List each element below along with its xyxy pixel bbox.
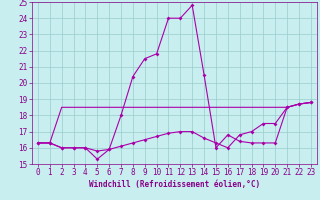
X-axis label: Windchill (Refroidissement éolien,°C): Windchill (Refroidissement éolien,°C) xyxy=(89,180,260,189)
